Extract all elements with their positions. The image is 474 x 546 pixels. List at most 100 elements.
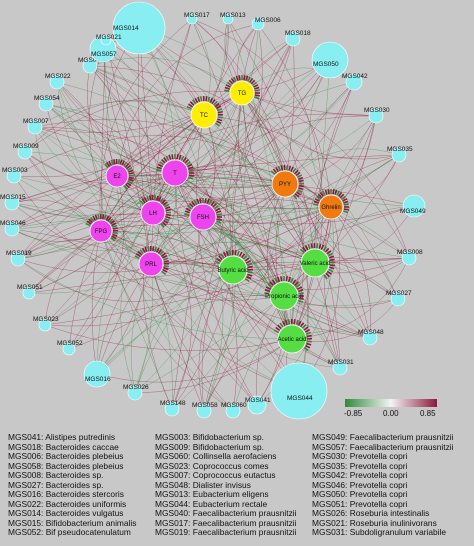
edge-arrowhead [182,157,187,163]
correlation-edge [138,27,154,214]
microbe-node[interactable]: MGS016 [83,360,111,388]
edge-arrowhead [285,276,288,282]
microbe-node[interactable]: MGS058 [192,402,218,419]
host-node-label: FPG [95,229,108,235]
edge-arrowhead [329,266,335,270]
microbe-node[interactable]: MGS009 [13,143,39,160]
microbe-node[interactable]: MGS035 [387,146,413,163]
correlation-edge [150,257,410,265]
edge-arrowhead [214,102,220,108]
edge-arrowhead [298,179,304,183]
microbe-node[interactable]: MGS050 [311,41,349,79]
microbe-node[interactable]: MGS026 [123,384,149,401]
microbe-node[interactable]: MGS015 [0,194,26,211]
host-node[interactable]: Acetic acid [273,318,313,354]
microbe-node[interactable]: MGS054 [34,95,60,112]
microbe-node[interactable]: MGS014 [112,1,166,55]
host-node[interactable]: FSH [184,198,222,231]
correlation-edge [229,59,331,271]
host-node[interactable]: TC [186,95,224,129]
microbe-node[interactable]: MGS007 [23,118,49,135]
edge-arrowhead [113,159,116,165]
host-node[interactable]: LH [139,194,172,228]
edge-arrowhead [134,255,140,259]
host-node[interactable]: TG [224,75,260,106]
host-node[interactable]: Ghrelin [313,189,349,220]
correlation-edge [100,39,107,232]
microbe-node[interactable]: MGS060 [221,402,247,419]
correlation-edge [68,172,176,350]
microbe-node[interactable]: MGS019 [6,250,32,267]
edge-arrowhead [184,158,190,164]
edge-arrowhead [343,208,349,211]
edge-arrowhead [153,195,157,201]
host-node[interactable]: T [156,154,194,187]
microbe-node-label: MGS148 [160,400,186,407]
microbe-node-circle [4,221,20,237]
host-node-label: TG [238,91,247,97]
microbe-node[interactable]: MGS017 [184,12,210,25]
correlation-edge [150,23,263,265]
correlation-edge [13,175,152,265]
microbe-node[interactable]: MGS021 [96,34,122,46]
edge-arrowhead [284,319,288,326]
correlation-edge [100,230,234,412]
edge-arrowhead [274,277,278,283]
microbe-node[interactable]: MGS048 [358,329,384,346]
correlation-edge [89,65,316,264]
host-node[interactable]: Propionic acid [264,276,304,311]
host-node[interactable]: PRL [134,245,170,277]
host-node-circle [318,194,344,220]
correlation-edge [116,175,286,189]
edge-arrowhead [277,165,282,172]
microbe-node[interactable]: MGS051 [17,284,43,300]
legend-entry: MGS022: Bacteroides uniformis [8,498,127,509]
correlation-edge [56,81,154,214]
edge-arrowhead [110,159,114,165]
edge-arrowhead [233,76,237,82]
edge-arrowhead [187,163,193,168]
microbe-node[interactable]: MGS027 [386,290,412,307]
correlation-edge [203,114,410,259]
microbe-node[interactable]: MGS031 [328,359,354,376]
host-node[interactable]: PYY [270,164,305,200]
correlation-edge [56,81,118,177]
correlation-edge [203,206,332,412]
host-node[interactable]: Butyric acid [214,249,254,285]
host-node[interactable]: E2 [104,158,135,190]
correlation-edge [231,38,294,271]
edge-arrowhead [320,244,325,250]
microbe-node-label: MGS030 [364,107,390,114]
edge-arrowhead [159,250,165,256]
host-node-label: Valeric acid [300,261,331,267]
microbe-node[interactable]: MGS040 [78,57,104,74]
correlation-edge [191,18,332,208]
edge-arrowhead [280,276,283,282]
microbe-node[interactable]: MGS018 [285,30,311,47]
correlation-edge [283,205,415,297]
host-node[interactable]: FPG [85,213,119,243]
microbe-node[interactable]: MGS049 [400,194,426,218]
microbe-node[interactable]: MGS044 [270,362,328,420]
correlation-edge [323,206,341,369]
microbe-node[interactable]: MGS023 [33,316,59,332]
host-node[interactable]: Valeric acid [300,242,336,280]
microbe-node[interactable]: MGS030 [364,107,390,124]
edge-arrowhead [210,201,215,207]
correlation-edge [44,230,102,326]
microbe-node[interactable]: MGS006 [251,17,281,31]
microbe-node[interactable]: MGS003 [2,167,28,184]
microbe-node[interactable]: MGS008 [397,249,423,266]
edge-arrowhead [222,251,227,258]
microbe-node[interactable]: MGS013 [220,12,246,25]
edge-arrowhead [234,250,237,256]
microbe-node[interactable]: MGS041 [245,395,271,415]
microbe-node[interactable]: MGS148 [160,400,186,417]
edge-arrowhead [220,253,225,259]
microbe-node[interactable]: MGS042 [342,73,368,91]
microbe-node[interactable]: MGS022 [45,73,71,90]
microbe-node[interactable]: MGS052 [57,340,83,356]
legend-entry: MGS027: Bacteroides sp. [8,479,104,490]
edge-arrowhead [156,247,160,253]
microbe-node[interactable]: MGS046 [0,220,26,237]
